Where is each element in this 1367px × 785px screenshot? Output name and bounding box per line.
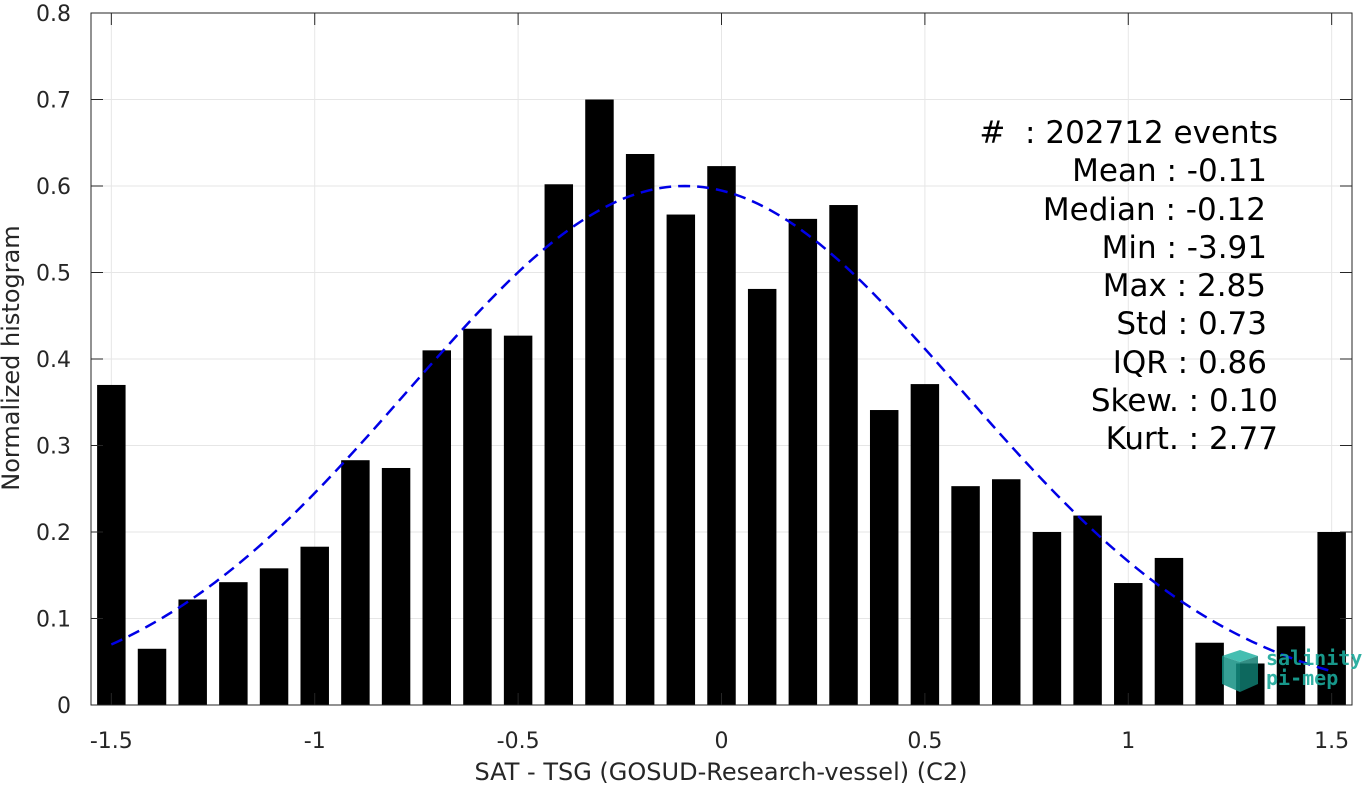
stat-std: Std : 0.73: [1116, 306, 1267, 343]
stat-skew: Skew. : 0.10: [1090, 383, 1278, 420]
salinity-pimep-logo: salinity pi-mep: [1218, 648, 1362, 694]
stat-median: Median : -0.12: [1042, 191, 1266, 228]
x-tick-labels: -1.5 -1 -0.5 0 0.5 1 1.5: [90, 729, 1349, 754]
histogram-bar-0: [97, 384, 126, 705]
logo-line-2: pi-mep: [1266, 666, 1339, 690]
histogram-bar-27: [1195, 642, 1224, 705]
histogram-bar-22: [992, 479, 1021, 705]
stat-max: Max : 2.85: [1102, 268, 1266, 305]
y-tick-label-8: 0.8: [36, 2, 71, 27]
histogram-bar-17: [788, 218, 818, 705]
histogram-bar-5: [300, 546, 329, 705]
logo-line-1: salinity: [1266, 646, 1363, 670]
stat-events: # : 202712 events: [979, 115, 1278, 151]
histogram-bar-24: [1073, 515, 1102, 705]
stat-kurt: Kurt. : 2.77: [1105, 421, 1278, 458]
statistics-box: # : 202712 events Mean : -0.11 Median : …: [900, 114, 1280, 459]
y-tick-label-7: 0.7: [36, 89, 71, 114]
histogram-bar-19: [869, 410, 899, 705]
histogram-bar-12: [585, 99, 614, 705]
y-tick-label-6: 0.6: [36, 175, 71, 200]
histogram-bar-2: [178, 599, 207, 705]
y-tick-labels: 0 0.1 0.2 0.3 0.4 0.5 0.6 0.7 0.8: [36, 2, 71, 719]
x-tick-label-2: -0.5: [497, 729, 540, 754]
histogram-bar-23: [1032, 532, 1062, 705]
stat-mean: Mean : -0.11: [1072, 153, 1267, 190]
y-tick-label-1: 0.1: [36, 608, 71, 633]
y-tick-label-5: 0.5: [36, 262, 71, 287]
histogram-bar-21: [951, 486, 980, 705]
histogram-bar-16: [747, 288, 777, 705]
y-tick-label-2: 0.2: [36, 521, 71, 546]
y-tick-label-4: 0.4: [36, 348, 71, 373]
stat-min: Min : -3.91: [1101, 229, 1267, 266]
x-tick-label-3: 0: [715, 729, 729, 754]
gaussian-fit-curve: [110, 184, 1333, 673]
stat-iqr: IQR : 0.86: [1112, 344, 1267, 381]
histogram-bar-26: [1154, 557, 1184, 705]
histogram-bar-25: [1114, 583, 1143, 705]
histogram-bar-1: [137, 648, 167, 705]
x-tick-label-0: -1.5: [90, 729, 133, 754]
y-axis-label: Normalized histogram: [0, 225, 25, 490]
histogram-bar-11: [544, 184, 574, 705]
histogram-bar-7: [381, 467, 411, 705]
histogram-bar-9: [463, 328, 492, 705]
x-tick-label-6: 1.5: [1314, 729, 1349, 754]
x-tick-label-1: -1: [304, 729, 326, 754]
y-tick-label-0: 0: [57, 694, 71, 719]
histogram-bar-29: [1276, 626, 1306, 705]
x-tick-label-4: 0.5: [907, 729, 942, 754]
histogram-bar-4: [259, 568, 289, 705]
histogram-bar-18: [829, 205, 858, 705]
histogram-bar-14: [666, 214, 696, 706]
histogram-bar-20: [910, 384, 940, 705]
logo-cube-icon: [1222, 650, 1258, 692]
histogram-bar-8: [422, 350, 451, 705]
histogram-bar-13: [625, 153, 655, 705]
histogram-bar-15: [707, 166, 736, 706]
histogram-bars: [97, 99, 1346, 706]
x-axis-label: SAT - TSG (GOSUD-Research-vessel) (C2): [475, 758, 968, 785]
logo-text: salinity pi-mep: [1266, 648, 1362, 688]
x-tick-label-5: 1: [1121, 729, 1135, 754]
histogram-bar-10: [503, 335, 533, 705]
histogram-bar-3: [219, 582, 248, 705]
y-tick-label-3: 0.3: [36, 435, 71, 460]
histogram-bar-6: [341, 460, 370, 705]
axis-ticks: [91, 12, 1352, 706]
